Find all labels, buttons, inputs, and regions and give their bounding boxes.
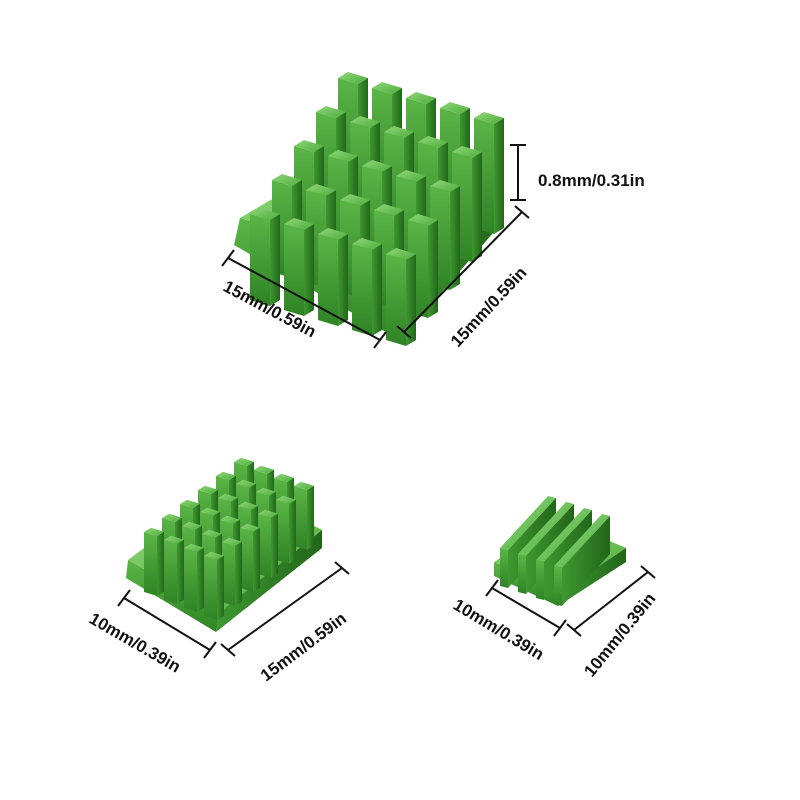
- medium-heatsink-pin: [184, 543, 204, 612]
- small-heatsink-fins: [500, 496, 610, 606]
- medium-heatsink-pin: [144, 527, 164, 596]
- medium-heatsink-pin: [276, 495, 296, 564]
- small-width-label: 10mm/0.39in: [450, 595, 547, 664]
- medium-heatsink-pin: [258, 509, 278, 578]
- small-heatsink-image: [494, 496, 626, 606]
- small-heatsink-dimensions: [485, 565, 656, 637]
- medium-heatsink-pin: [164, 535, 184, 604]
- large-heatsink-pin: [352, 238, 382, 336]
- large-heatsink-pin: [250, 208, 280, 306]
- medium-heatsink-image: [126, 457, 322, 632]
- small-heatsink-fin: [554, 514, 610, 606]
- large-heatsink-fins: [250, 72, 504, 346]
- large-heatsink-dimensions: [221, 144, 530, 349]
- large-heatsink-pin: [284, 218, 314, 316]
- medium-heatsink-pin: [222, 537, 242, 606]
- large-heatsink-pin: [318, 228, 348, 326]
- medium-heatsink-dimensions: [117, 561, 350, 659]
- medium-width-label: 10mm/0.39in: [86, 609, 184, 676]
- large-heatsink-pin: [386, 248, 416, 346]
- medium-heatsink-pin: [294, 481, 314, 550]
- medium-heatsink-pin: [240, 523, 260, 592]
- large-height-label: 0.8mm/0.31in: [538, 171, 645, 190]
- medium-heatsink-fins: [144, 457, 314, 620]
- small-depth-label: 10mm/0.39in: [580, 589, 659, 680]
- large-heatsink-image: [234, 72, 504, 346]
- medium-heatsink-pin: [204, 551, 224, 620]
